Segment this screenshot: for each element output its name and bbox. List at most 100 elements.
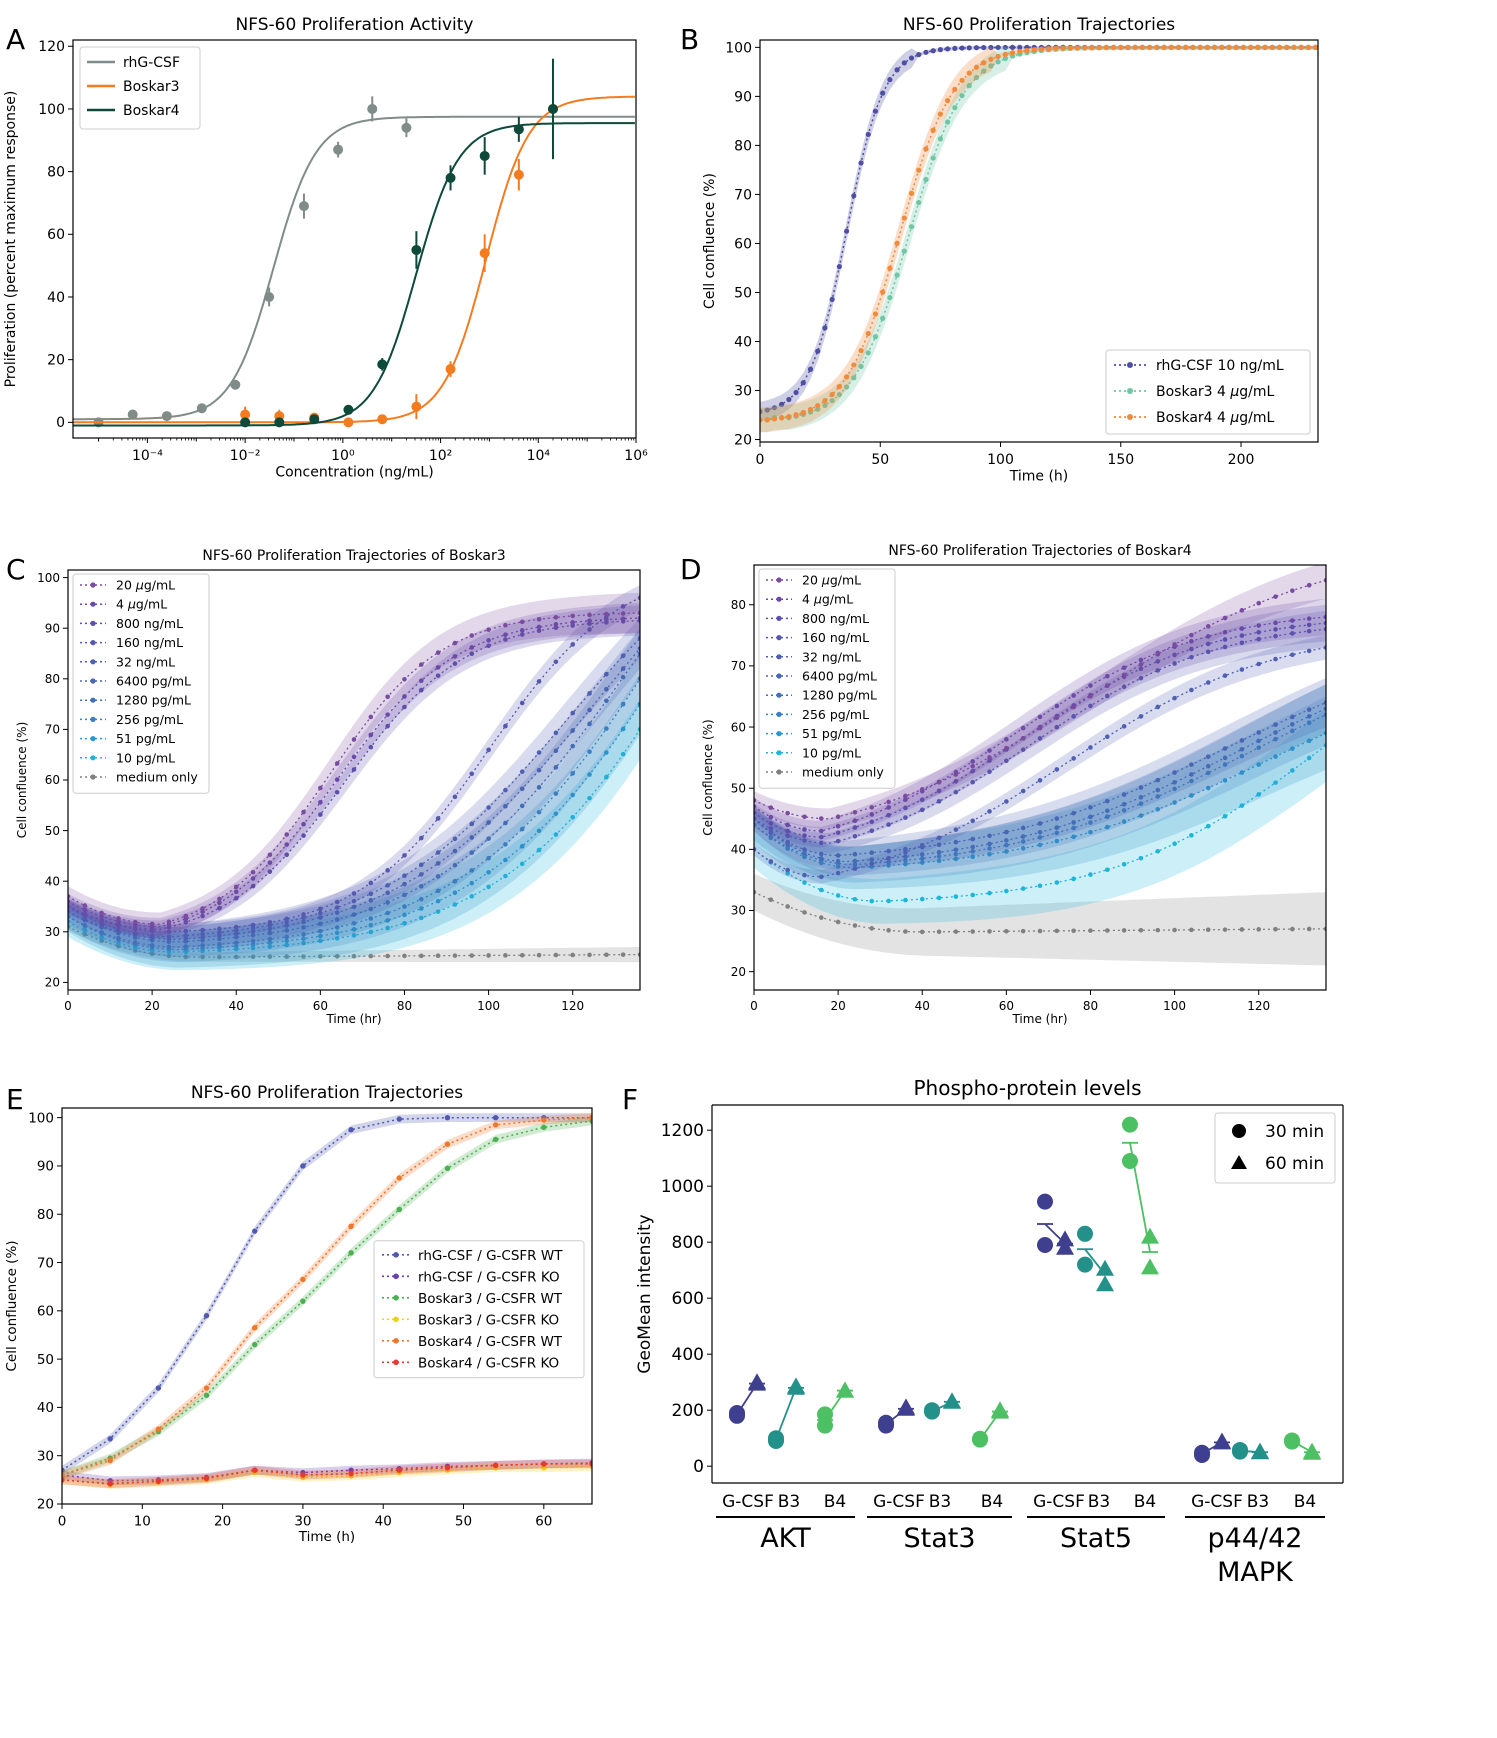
data-point [970,844,976,850]
panel-B: NFS-60 Proliferation Trajectories Time (h… [702,15,1319,484]
confidence-band [754,610,1326,854]
y-tick-label: 80 [731,598,746,612]
data-point-30min [1232,1441,1248,1458]
data-point [435,850,441,855]
legend-marker [776,711,782,718]
data-point [1239,608,1245,613]
data-point [469,868,475,873]
data-point [945,46,951,52]
group-label: MAPK [1217,1557,1294,1588]
legend-marker [776,577,782,583]
data-point [200,943,205,948]
data-point [348,1223,354,1230]
data-point [368,891,374,897]
data-point [513,169,524,180]
data-point [396,1206,402,1213]
data-point [116,926,121,932]
series-line [68,678,640,948]
confidence-band [68,628,640,957]
data-point [267,869,273,874]
data-point [334,925,340,930]
data-point [82,907,88,913]
legend-label: 160 ng/mL [116,635,183,650]
legend-label: 30 min [1265,1122,1324,1142]
x-tick-label: 10⁴ [527,448,551,464]
data-point [987,755,992,760]
data-point [284,923,290,928]
legend-marker [776,654,782,660]
plot-frame [67,569,641,991]
data-point [1054,830,1060,836]
data-point [351,767,357,772]
data-point [953,894,959,899]
data-point [469,633,475,638]
data-point [1226,44,1232,50]
data-point [1020,839,1026,844]
data-point [1071,834,1076,840]
data-point [318,915,323,920]
data-point [768,829,774,835]
legend: rhG-CSF 10 ng/mL Boskar3 4 μg/mL Boskar4 4… [1105,349,1311,435]
data-point [953,827,959,832]
data-point [818,840,824,846]
data-point [970,818,976,824]
data-point [886,822,891,827]
data-point [802,847,807,852]
data-point [1189,687,1194,693]
x-tick-label: 40 [375,1514,392,1530]
data-point [492,1462,499,1469]
data-point [1004,888,1009,894]
data-point [1155,787,1161,793]
data-point [301,954,306,959]
y-axis-label: Cell confluence (%) [702,173,718,309]
panel-E: NFS-60 Proliferation Trajectories Time (h… [4,1083,593,1545]
data-point [503,723,508,729]
data-point [536,750,542,755]
data-point [1020,736,1026,741]
data-point [1020,834,1026,839]
data-point [1054,703,1060,709]
data-point [771,405,778,411]
data-point [479,248,490,259]
data-point [570,743,576,749]
data-point [536,624,542,630]
data-point [1273,656,1278,662]
data-point [818,915,824,920]
legend-marker [90,620,96,627]
fit-curve [73,115,635,421]
data-point [233,928,239,933]
category-label: B4 [1134,1492,1156,1512]
data-point [1306,707,1312,712]
data-point [377,359,388,370]
data-point [1306,755,1312,761]
data-point [1004,849,1009,854]
data-point [486,953,491,958]
data-point [620,674,626,680]
data-point [1205,927,1211,933]
data-point [503,637,508,642]
y-tick-label: 50 [45,824,60,838]
data-point [385,883,390,888]
category-label: B3 [929,1492,951,1512]
data-point [385,694,390,700]
data-point [959,92,965,99]
data-point [869,812,875,817]
y-axis-label: Cell confluence (%) [4,1240,20,1371]
data-point-60min [943,1392,961,1409]
x-tick-label: 10⁻² [230,448,261,464]
data-point [334,930,340,936]
data-point [536,847,542,853]
data-point [1009,44,1016,51]
data-point [233,934,239,940]
data-point [936,799,942,804]
data-point [217,941,222,947]
data-point [1222,755,1228,761]
data-point [233,946,239,952]
data-point [284,832,290,837]
x-tick-label: 60 [313,999,328,1013]
data-point [503,787,508,793]
data-point [764,417,770,423]
series-line [62,1116,592,1476]
data-point [970,759,976,764]
